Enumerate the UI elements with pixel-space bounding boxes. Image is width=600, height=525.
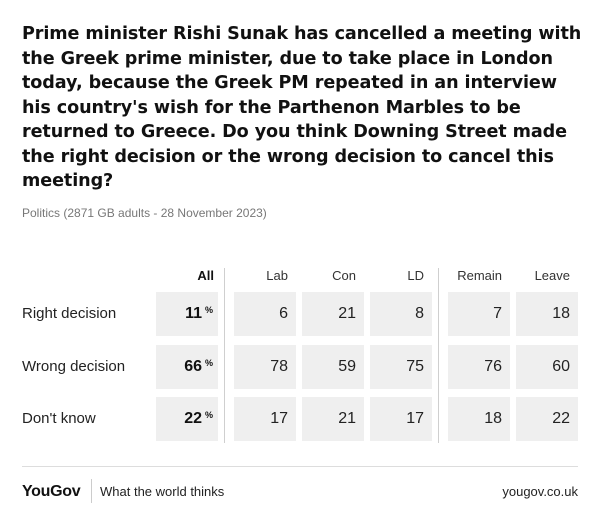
footer-divider xyxy=(22,466,578,467)
data-cell-con: 59 xyxy=(302,345,364,389)
cell-value: 66 xyxy=(184,358,202,375)
data-cell-lab: 6 xyxy=(234,292,296,336)
data-cell-leave: 60 xyxy=(516,345,578,389)
cell-value: 11 xyxy=(185,305,202,322)
cell-value: 59 xyxy=(338,358,356,375)
column-header-ld: LD xyxy=(407,268,424,283)
cell-value: 21 xyxy=(338,305,356,322)
data-cell-all: 66% xyxy=(156,345,218,389)
cell-value: 6 xyxy=(279,305,288,322)
cell-value: 78 xyxy=(270,358,288,375)
column-header-all: All xyxy=(197,268,214,283)
data-cell-lab: 17 xyxy=(234,397,296,441)
data-cell-con: 21 xyxy=(302,292,364,336)
cell-value: 76 xyxy=(484,358,502,375)
column-group-divider xyxy=(224,268,225,443)
footer-site-link[interactable]: yougov.co.uk xyxy=(502,484,578,499)
data-cell-ld: 75 xyxy=(370,345,432,389)
data-cell-con: 21 xyxy=(302,397,364,441)
chart-title: Prime minister Rishi Sunak has cancelled… xyxy=(22,24,582,191)
data-cell-remain: 18 xyxy=(448,397,510,441)
data-cell-lab: 78 xyxy=(234,345,296,389)
cell-value: 22 xyxy=(184,410,202,427)
cell-value: 8 xyxy=(415,305,424,322)
data-cell-remain: 7 xyxy=(448,292,510,336)
row-label: Don't know xyxy=(22,410,96,427)
data-cell-remain: 76 xyxy=(448,345,510,389)
cell-value: 75 xyxy=(406,358,424,375)
cell-value: 17 xyxy=(406,410,424,427)
footer-tagline: What the world thinks xyxy=(100,484,225,499)
data-cell-all: 11% xyxy=(156,292,218,336)
column-header-leave: Leave xyxy=(534,268,570,283)
column-header-remain: Remain xyxy=(457,268,502,283)
column-header-con: Con xyxy=(332,268,356,283)
data-cell-leave: 18 xyxy=(516,292,578,336)
cell-value: 60 xyxy=(552,358,570,375)
column-header-lab: Lab xyxy=(266,268,288,283)
data-cell-ld: 8 xyxy=(370,292,432,336)
column-group-divider xyxy=(438,268,439,443)
cell-value: 21 xyxy=(338,410,356,427)
cell-value: 17 xyxy=(270,410,288,427)
percent-sign: % xyxy=(204,410,213,420)
row-label: Right decision xyxy=(22,305,117,322)
row-label: Wrong decision xyxy=(22,358,126,375)
percent-sign: % xyxy=(204,358,213,368)
cell-value: 22 xyxy=(552,410,570,427)
data-cell-leave: 22 xyxy=(516,397,578,441)
cell-value: 18 xyxy=(552,305,570,322)
percent-sign: % xyxy=(204,305,213,315)
cell-value: 7 xyxy=(493,305,502,322)
cell-value: 18 xyxy=(484,410,502,427)
yougov-logo[interactable]: YouGov xyxy=(22,483,81,500)
data-cell-all: 22% xyxy=(156,397,218,441)
chart-subtitle: Politics (2871 GB adults - 28 November 2… xyxy=(22,206,267,220)
footer-separator xyxy=(91,479,92,503)
data-cell-ld: 17 xyxy=(370,397,432,441)
